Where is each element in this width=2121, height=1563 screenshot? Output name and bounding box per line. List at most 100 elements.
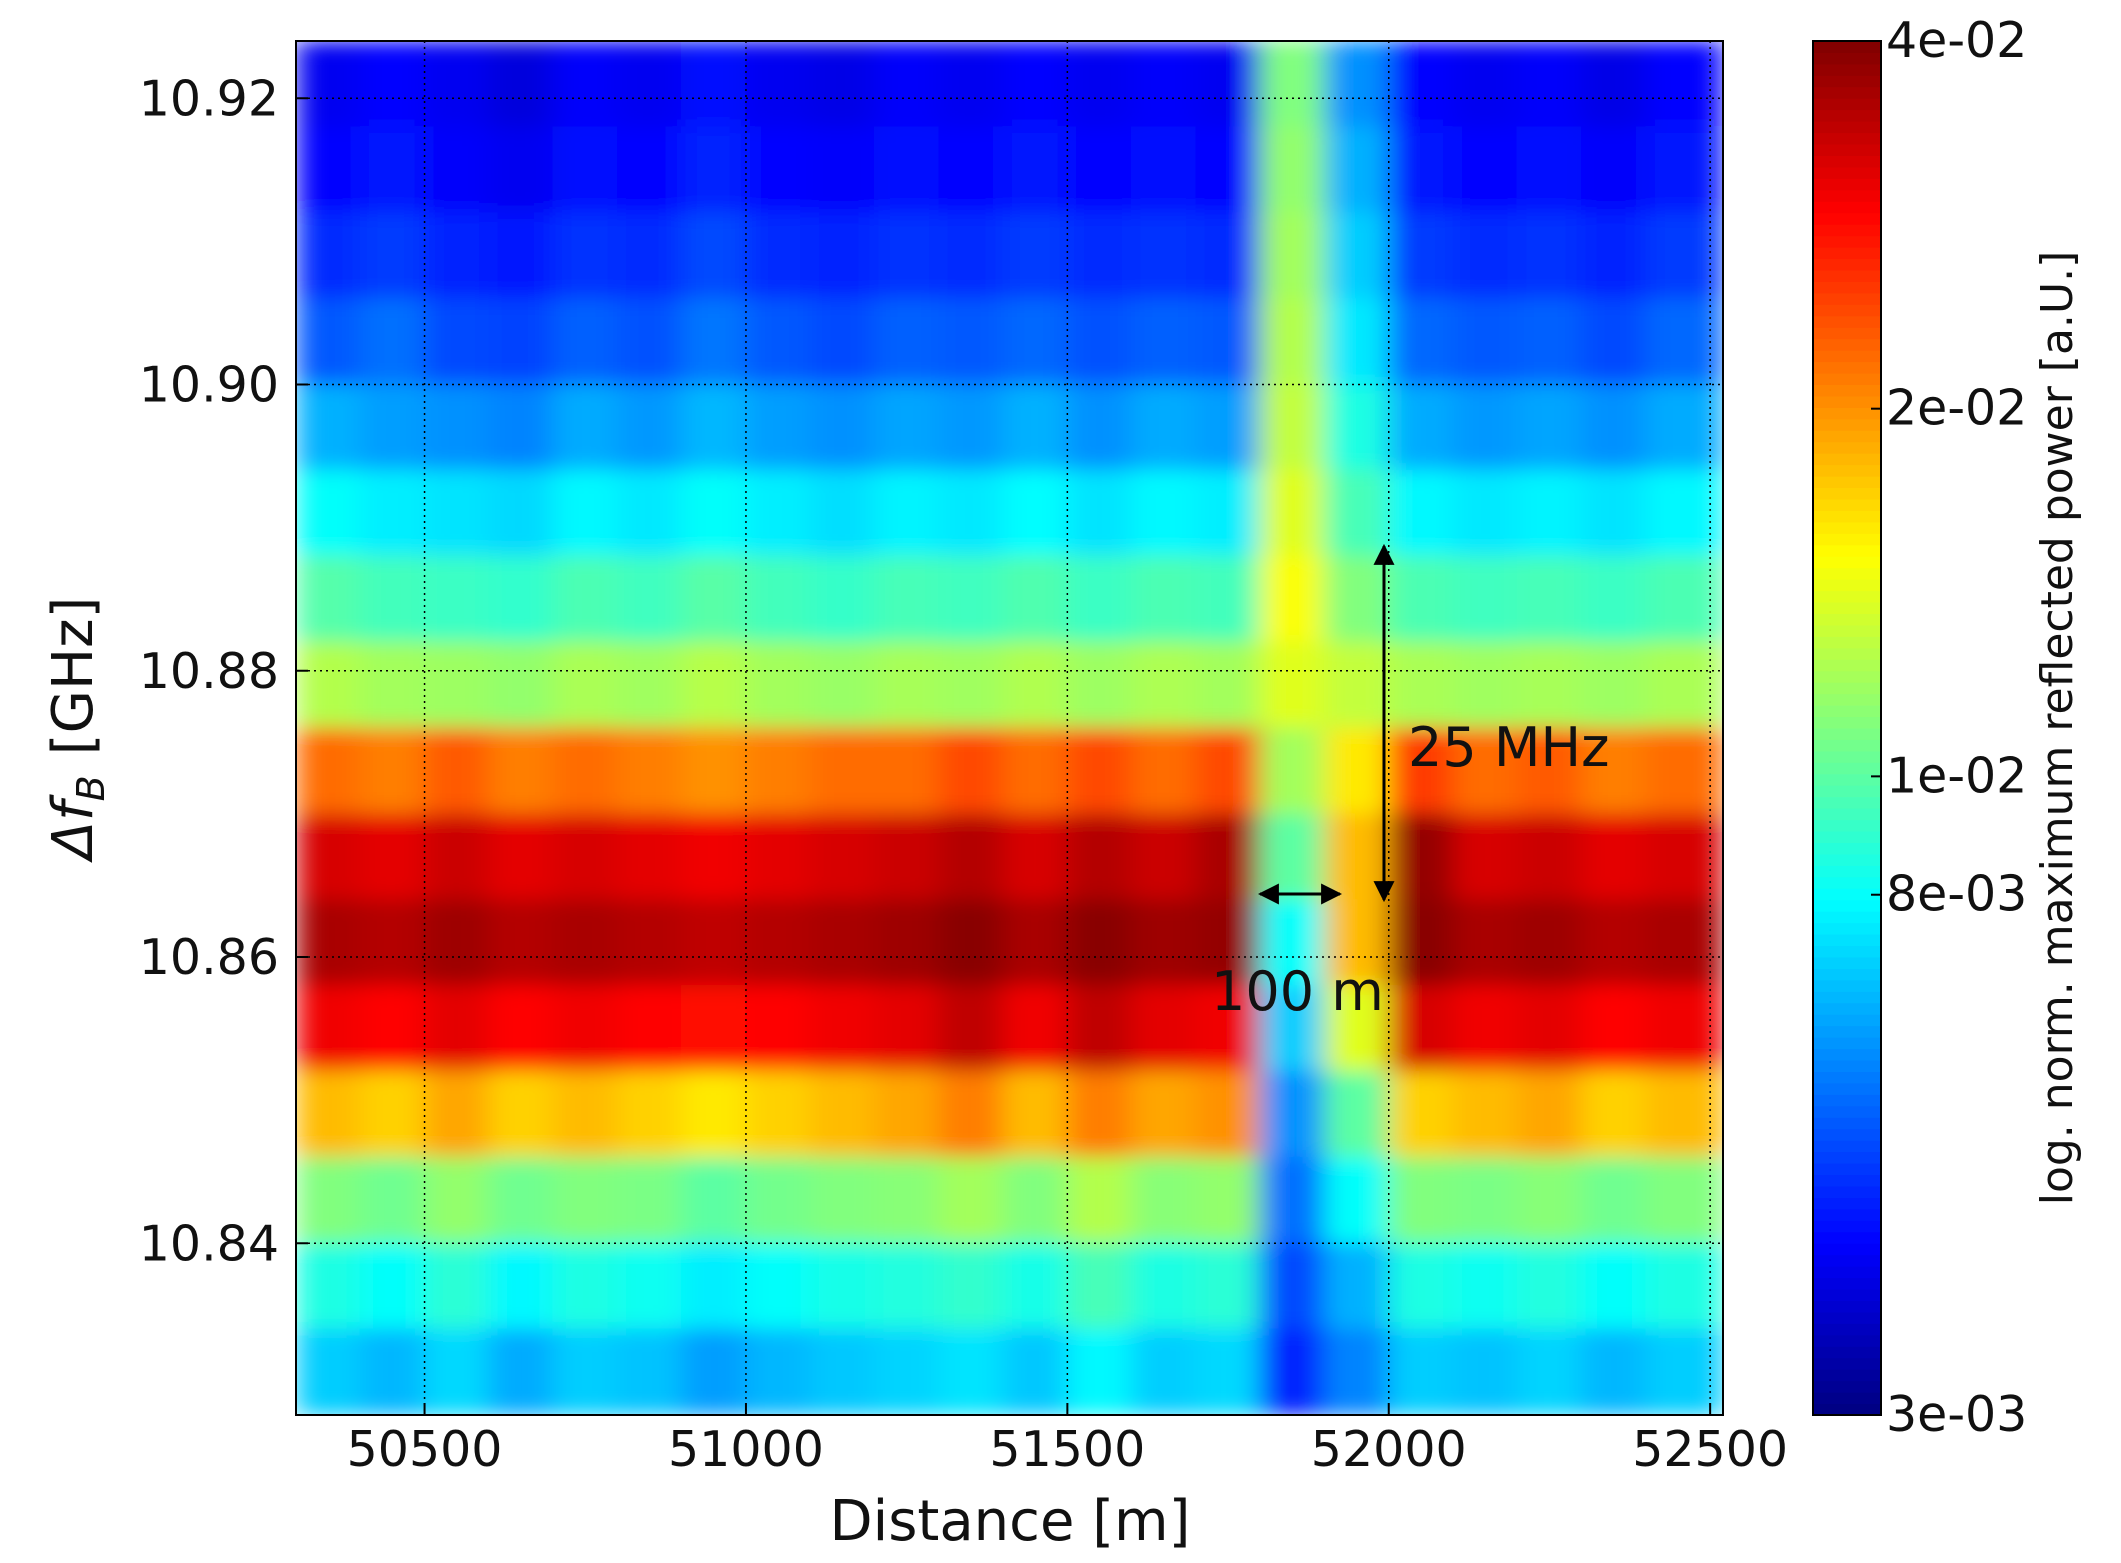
colorbar-step <box>1813 280 1881 294</box>
colorbar-step <box>1813 601 1881 614</box>
heat-cell <box>359 899 426 987</box>
heat-cell <box>1323 41 1390 128</box>
heat-cell <box>874 1328 940 1415</box>
heat-cell <box>1259 727 1325 815</box>
heat-cell <box>681 813 747 901</box>
heat-cell <box>1066 1071 1133 1158</box>
heat-cell <box>1645 1242 1723 1330</box>
heat-cell <box>1195 555 1261 643</box>
colorbar-step <box>1813 819 1881 832</box>
heat-cell <box>296 641 361 729</box>
colorbar-step <box>1813 635 1881 649</box>
heat-cell <box>1131 41 1197 128</box>
colorbar-step <box>1813 429 1881 443</box>
heat-cell <box>296 1156 361 1244</box>
heat-cell <box>296 555 361 643</box>
heat-cell <box>296 212 361 300</box>
heat-cell <box>1581 1156 1647 1244</box>
heat-cell <box>874 899 940 987</box>
heat-cell <box>552 212 618 300</box>
heat-cell <box>488 555 554 643</box>
heat-cell <box>424 126 490 214</box>
heat-cell <box>424 1242 490 1330</box>
heat-cell <box>296 1328 361 1415</box>
colorbar-step <box>1813 1196 1881 1210</box>
heat-cell <box>681 1071 747 1158</box>
colorbar-frame <box>1812 40 1882 1416</box>
heat-cell <box>1516 727 1583 815</box>
heat-cell <box>1002 212 1068 300</box>
heat-cell <box>1516 41 1583 128</box>
heat-cell <box>1516 555 1583 643</box>
heat-cell <box>1388 1156 1454 1244</box>
heat-cell <box>1002 1071 1068 1158</box>
heat-cell <box>809 641 876 729</box>
heat-cell <box>552 384 618 471</box>
heat-cell <box>745 1242 811 1330</box>
heat-cell <box>616 641 683 729</box>
colorbar-step <box>1813 1128 1881 1141</box>
heat-cell <box>1195 469 1261 557</box>
colorbar-step <box>1813 1013 1881 1027</box>
heat-cell <box>1195 813 1261 901</box>
heat-cell <box>1388 469 1454 557</box>
colorbar-step <box>1813 63 1881 76</box>
heat-cell <box>809 1071 876 1158</box>
heat-cell <box>809 813 876 901</box>
colorbar-step <box>1813 109 1881 122</box>
heat-cell <box>1452 899 1518 987</box>
colorbar-step <box>1813 761 1881 775</box>
heat-cell <box>1645 985 1723 1072</box>
heat-cell <box>616 1156 683 1244</box>
heat-cell <box>1388 727 1454 815</box>
heat-cell <box>1002 41 1068 128</box>
colorbar-step <box>1813 727 1881 740</box>
y-tick-label: 10.88 <box>139 643 279 700</box>
heat-cell <box>1516 469 1583 557</box>
heat-cell <box>1131 1156 1197 1244</box>
colorbar-step <box>1813 166 1881 179</box>
heat-cell <box>1195 727 1261 815</box>
heat-cell <box>1452 41 1518 128</box>
heat-cell <box>1195 899 1261 987</box>
colorbar-step <box>1813 384 1881 397</box>
heat-cell <box>616 985 683 1072</box>
heat-cell <box>1259 41 1325 128</box>
heat-cell <box>359 469 426 557</box>
heat-cell <box>1131 727 1197 815</box>
y-tick-label: 10.92 <box>139 70 279 127</box>
grid <box>296 41 1723 1415</box>
colorbar-step <box>1813 1025 1881 1038</box>
colorbar-step <box>1813 464 1881 477</box>
colorbar-step <box>1813 338 1881 351</box>
heat-cell <box>359 1156 426 1244</box>
heat-cell <box>359 298 426 385</box>
heat-cell <box>359 384 426 471</box>
colorbar-step <box>1813 395 1881 408</box>
heat-cell <box>938 555 1004 643</box>
heat-cell <box>1259 555 1325 643</box>
heat-cell <box>1066 469 1133 557</box>
heat-cell <box>552 641 618 729</box>
colorbar-step <box>1813 1391 1881 1405</box>
heat-cell <box>488 641 554 729</box>
heat-cell <box>1323 212 1390 300</box>
heat-cell <box>1002 985 1068 1072</box>
colorbar-step <box>1813 326 1881 340</box>
heat-cell <box>681 985 747 1072</box>
axes: 50500 51000 51500 52000 52500 10.84 10.86 10.88… <box>139 70 1788 1478</box>
heat-cell <box>1581 1071 1647 1158</box>
heat-cell <box>1645 899 1723 987</box>
heat-cell <box>296 126 361 214</box>
heat-cell <box>488 1071 554 1158</box>
heat-cell <box>1452 212 1518 300</box>
colorbar-step <box>1813 681 1881 695</box>
colorbar-step <box>1813 532 1881 546</box>
heat-cell <box>616 1071 683 1158</box>
heat-cell <box>1131 985 1197 1072</box>
colorbar-step <box>1813 372 1881 385</box>
heat-cell <box>1516 899 1583 987</box>
heat-cell <box>616 1242 683 1330</box>
heat-cell <box>874 813 940 901</box>
colorbar-step <box>1813 624 1881 637</box>
